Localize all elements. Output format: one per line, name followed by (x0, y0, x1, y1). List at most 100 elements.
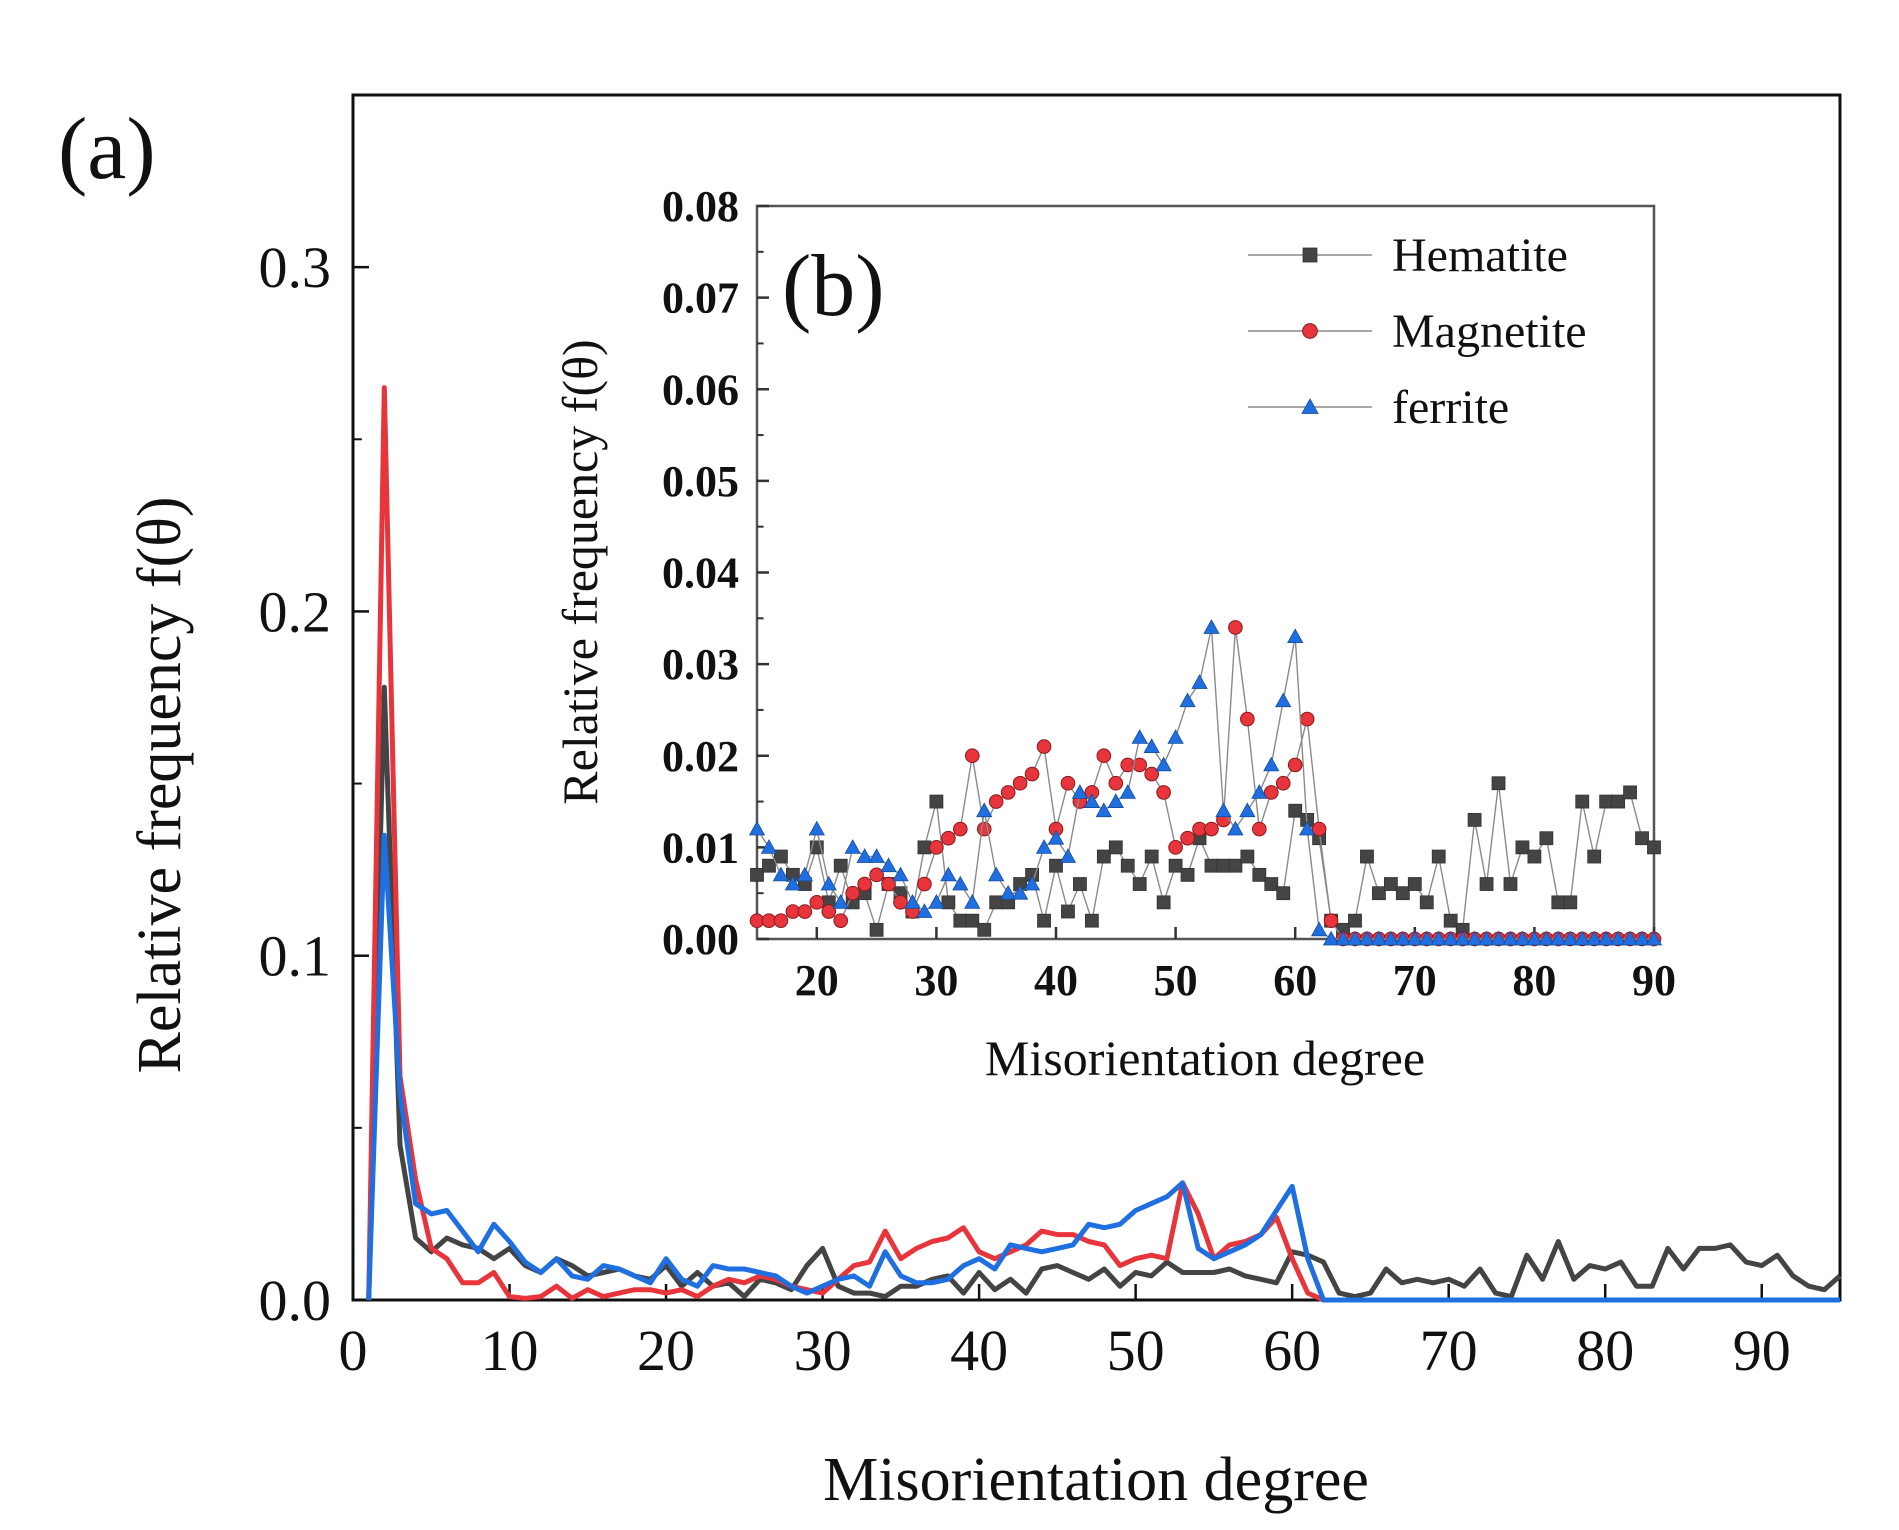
inset-marker-hematite (1073, 877, 1087, 891)
inset-marker-magnetite (1204, 821, 1219, 837)
inset-marker-ferrite (1227, 820, 1244, 836)
inset-marker-hematite (1491, 776, 1506, 791)
inset-marker-ferrite (808, 820, 825, 836)
inset-marker-magnetite (845, 885, 861, 901)
inset-y-tick-label: 0.06 (662, 365, 739, 414)
inset-marker-ferrite (1562, 930, 1579, 946)
inset-marker-magnetite (1240, 711, 1255, 727)
legend-marker-hematite (1302, 247, 1318, 263)
inset-marker-magnetite (1036, 739, 1052, 754)
inset-marker-ferrite (1358, 930, 1376, 946)
inset-marker-magnetite (1000, 785, 1016, 800)
inset-y-tick-label: 0.01 (662, 823, 739, 872)
inset-marker-hematite (1479, 877, 1494, 891)
inset-marker-ferrite (1586, 930, 1603, 946)
main-x-tick-label: 10 (481, 1318, 539, 1383)
inset-marker-ferrite (1155, 756, 1172, 772)
inset-x-tick-label: 40 (1034, 956, 1078, 1005)
inset-x-tick-label: 20 (795, 956, 839, 1005)
inset-marker-hematite (1216, 858, 1231, 873)
inset-marker-ferrite (928, 894, 945, 909)
inset-line-ferrite (756, 626, 1654, 940)
main-chart: (a) 0 10 20 30 40 50 60 70 80 90 0.0 0.1 0.2 0.3 Miso… (58, 93, 1842, 1514)
inset-marker-ferrite (916, 903, 933, 918)
inset-marker-ferrite (1490, 930, 1507, 946)
inset-x-tick-label: 80 (1512, 956, 1556, 1005)
inset-marker-ferrite (772, 866, 790, 882)
inset-marker-ferrite (1167, 729, 1184, 744)
inset-marker-magnetite (797, 904, 813, 919)
main-y-tick-label: 0.3 (259, 235, 332, 300)
inset-marker-ferrite (1299, 820, 1316, 836)
inset-marker-ferrite (748, 820, 766, 836)
legend-label-ferrite: ferrite (1392, 381, 1509, 434)
inset-marker-hematite (1240, 849, 1255, 864)
inset-background (757, 206, 1654, 939)
inset-marker-hematite (1503, 877, 1518, 891)
legend-label-hematite: Hematite (1392, 229, 1568, 282)
inset-marker-hematite (1647, 840, 1661, 855)
inset-marker-ferrite (1538, 930, 1555, 946)
inset-marker-ferrite (1418, 930, 1435, 946)
inset-marker-magnetite (821, 904, 837, 919)
inset-marker-hematite (989, 895, 1004, 910)
inset-marker-hematite (1395, 886, 1410, 901)
legend-marker-ferrite (1301, 398, 1319, 414)
inset-marker-ferrite (1442, 930, 1459, 946)
inset-marker-ferrite (1071, 784, 1089, 799)
main-x-axis-label: Misorientation degree (823, 1446, 1369, 1514)
main-x-tick-label: 40 (950, 1318, 1008, 1383)
inset-marker-ferrite (1239, 802, 1256, 818)
inset-marker-hematite (1096, 849, 1111, 864)
inset-marker-hematite (1575, 794, 1590, 809)
inset-marker-ferrite (1023, 875, 1041, 891)
inset-marker-hematite (762, 858, 776, 873)
inset-marker-magnetite (1228, 620, 1243, 635)
inset-marker-hematite (1563, 895, 1578, 910)
main-series-lines (366, 385, 1842, 1303)
inset-marker-ferrite (1215, 802, 1232, 818)
inset-marker-ferrite (1478, 930, 1495, 946)
inset-marker-ferrite (1310, 921, 1328, 937)
inset-y-tick-label: 0.02 (662, 732, 739, 781)
inset-marker-magnetite (1299, 711, 1315, 727)
inset-marker-hematite (833, 858, 848, 873)
main-y-axis-label: Relative frequency f(θ) (126, 496, 194, 1073)
inset-marker-ferrite (1083, 793, 1101, 808)
inset-marker-ferrite (940, 866, 957, 882)
inset-marker-hematite (929, 794, 944, 809)
inset-marker-magnetite (917, 876, 932, 892)
main-x-tick-label: 70 (1420, 1318, 1478, 1383)
inset-marker-ferrite (1334, 930, 1352, 946)
inset-marker-ferrite (760, 839, 778, 854)
inset-x-tick-label: 50 (1154, 956, 1198, 1005)
inset-marker-hematite (1156, 895, 1171, 910)
inset-marker-hematite (965, 913, 980, 928)
inset-marker-hematite (1144, 849, 1159, 864)
inset-marker-magnetite (1024, 766, 1040, 782)
inset-marker-hematite (1467, 812, 1482, 827)
inset-marker-ferrite (1645, 930, 1663, 946)
inset-marker-ferrite (976, 802, 993, 818)
inset-marker-ferrite (1454, 930, 1471, 946)
inset-marker-ferrite (1251, 784, 1268, 799)
inset-marker-hematite (1120, 858, 1135, 873)
inset-marker-hematite (1515, 840, 1530, 855)
inset-marker-ferrite (796, 866, 813, 882)
inset-marker-magnetite (1132, 757, 1148, 773)
legend-marker-magnetite (1302, 323, 1318, 339)
inset-marker-hematite (941, 895, 956, 910)
inset-marker-hematite (1037, 913, 1051, 928)
main-x-tick-label: 90 (1733, 1318, 1791, 1383)
inset-marker-ferrite (1633, 930, 1651, 946)
inset-marker-ferrite (1609, 930, 1627, 946)
inset-marker-magnetite (833, 913, 849, 928)
inset-marker-hematite (1443, 913, 1458, 928)
inset-marker-magnetite (869, 867, 884, 883)
main-x-tick-label: 80 (1576, 1318, 1634, 1383)
inset-marker-magnetite (988, 794, 1004, 809)
main-axis-ticks: 0 10 20 30 40 50 60 70 80 90 0.0 0.1 0.2 0.3 (259, 235, 1791, 1383)
inset-legend: Hematite Magnetite ferrite (1248, 229, 1587, 434)
inset-marker-ferrite (1514, 930, 1531, 946)
inset-marker-ferrite (820, 875, 837, 891)
